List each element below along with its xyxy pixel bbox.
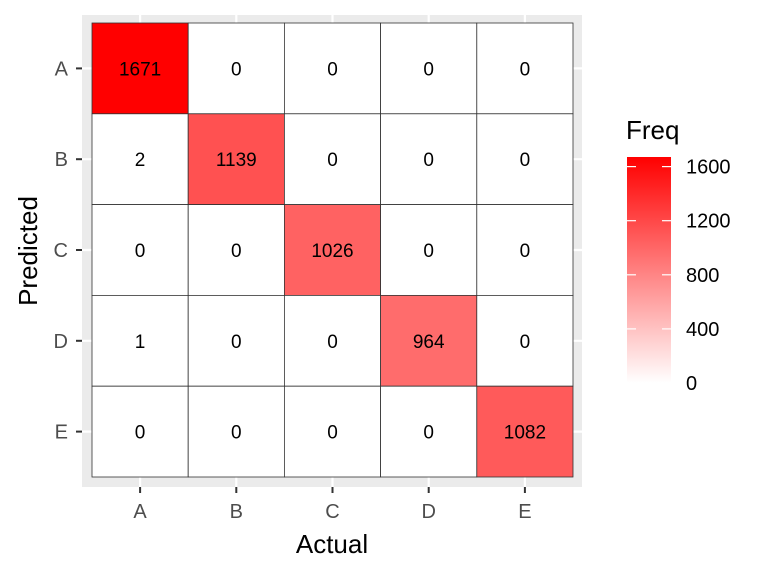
legend-tick-label: 800 [686, 265, 719, 287]
y-tick-label: B [55, 149, 68, 171]
cell-value-label: 1082 [504, 423, 546, 444]
x-axis-title: Actual [296, 529, 368, 559]
y-tick-label: C [54, 240, 68, 262]
cell-value-label: 2 [135, 150, 146, 171]
heatmap-cell [91, 385, 189, 478]
heatmap-cell [91, 294, 189, 387]
x-tick-label: D [421, 501, 435, 523]
cell-value-label: 0 [231, 59, 242, 80]
legend-colorbar [627, 157, 671, 383]
cell-value-label: 0 [520, 150, 531, 171]
heatmap-cell [476, 385, 574, 478]
heatmap-cell [380, 294, 478, 387]
cell-value-label: 0 [327, 332, 338, 353]
cell-value-label: 0 [423, 423, 434, 444]
cell-value-label: 0 [327, 423, 338, 444]
heatmap-cell [187, 294, 285, 387]
heatmap-cell [91, 22, 189, 115]
cell-value-label: 0 [231, 332, 242, 353]
heatmap-cell [380, 204, 478, 296]
heatmap-cell [187, 113, 285, 206]
heatmap-cell [380, 113, 478, 206]
cell-value-label: 1139 [216, 150, 257, 171]
x-tick-label: A [133, 501, 147, 523]
heatmap-cell [91, 204, 189, 296]
cell-value-label: 964 [413, 332, 445, 353]
cell-value-label: 0 [327, 150, 338, 171]
heatmap-cell [476, 204, 574, 296]
cell-value-label: 0 [423, 150, 434, 171]
cell-value-label: 0 [135, 423, 146, 444]
cell-value-label: 0 [327, 59, 338, 80]
cell-value-label: 0 [520, 59, 531, 80]
heatmap-cell [476, 113, 574, 206]
cell-value-label: 1 [135, 332, 146, 353]
heatmap-cell [187, 385, 285, 478]
heatmap-cell [91, 113, 189, 206]
heatmap-cell [380, 22, 478, 115]
cell-value-label: 0 [231, 241, 242, 262]
legend: Freq 0 400 800 1200 1600 [626, 115, 731, 395]
legend-tick-label: 1600 [686, 157, 731, 179]
x-tick-label: C [325, 501, 339, 523]
y-tick-label: E [55, 422, 68, 444]
legend-tick-label: 1200 [686, 211, 731, 233]
y-axis-title: Predicted [13, 196, 43, 306]
cell-value-label: 0 [231, 423, 242, 444]
axes: A B C D E A B C D E [54, 58, 532, 523]
y-tick-label: D [54, 331, 68, 353]
legend-tick-label: 0 [686, 373, 697, 395]
cell-value-label: 0 [135, 241, 146, 262]
legend-tick-label: 400 [686, 319, 719, 341]
cell-value-label: 0 [423, 59, 434, 80]
heatmap-cell [476, 294, 574, 387]
heatmap-cell [283, 385, 381, 478]
heatmap-cells: 1671 0 0 0 0 2 1139 0 0 0 0 0 1026 0 0 1 0 0 964 0 0 0 0 0 1082 [91, 22, 574, 478]
cell-value-label: 0 [520, 332, 531, 353]
heatmap-cell [283, 294, 381, 387]
x-tick-label: B [230, 501, 243, 523]
cell-value-label: 0 [423, 241, 434, 262]
heatmap-cell [283, 204, 381, 296]
y-tick-label: A [55, 58, 69, 80]
cell-value-label: 1026 [311, 241, 353, 262]
legend-title: Freq [626, 115, 679, 145]
x-tick-label: E [518, 501, 531, 523]
cell-value-label: 1671 [119, 59, 161, 80]
cell-value-label: 0 [520, 241, 531, 262]
heatmap-cell [476, 22, 574, 115]
heatmap-cell [187, 204, 285, 296]
